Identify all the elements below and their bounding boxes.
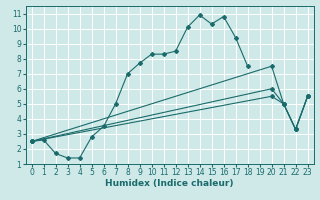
X-axis label: Humidex (Indice chaleur): Humidex (Indice chaleur) bbox=[105, 179, 234, 188]
